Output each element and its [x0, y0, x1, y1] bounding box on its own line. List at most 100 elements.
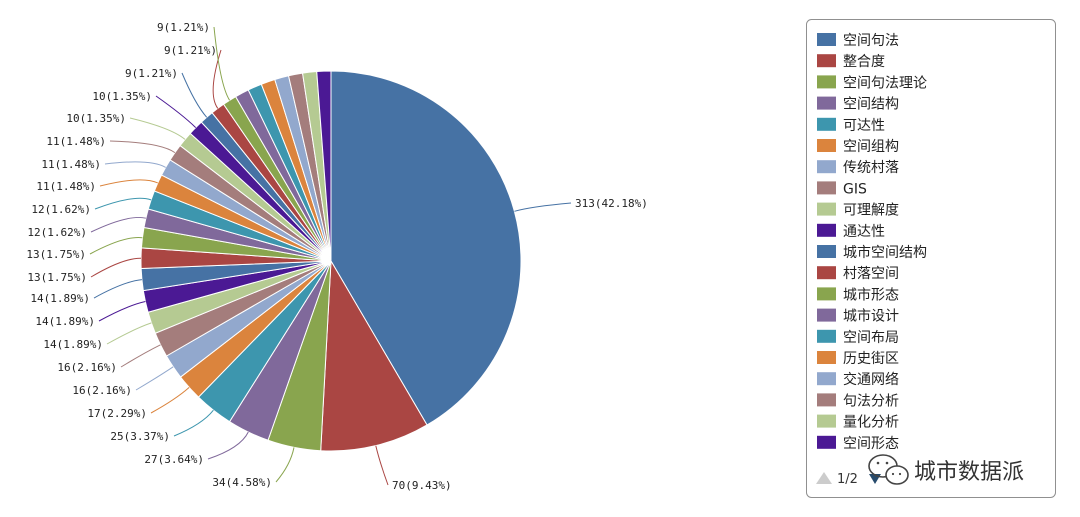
pie-connector: [99, 179, 159, 187]
pie-data-label: 25(3.37%): [110, 430, 170, 443]
legend-swatch: [817, 75, 836, 89]
pie-data-label: 12(1.62%): [27, 226, 87, 239]
legend-item[interactable]: 通达性: [817, 223, 885, 240]
pie-connector: [98, 301, 146, 322]
legend-label: 整合度: [843, 54, 885, 70]
legend-swatch: [817, 372, 836, 386]
pie-data-label: 313(42.18%): [575, 197, 648, 210]
pie-data-label: 10(1.35%): [66, 112, 126, 125]
pie-data-label: 10(1.35%): [92, 90, 152, 103]
legend-swatch: [817, 351, 836, 364]
pager-up-arrow-icon[interactable]: [816, 472, 832, 484]
legend-item[interactable]: 交通网络: [817, 371, 899, 388]
pie-data-label: 9(1.21%): [164, 44, 217, 57]
legend-label: 可理解度: [843, 203, 899, 219]
legend-label: 可达性: [843, 118, 885, 134]
legend-frame: [806, 19, 1056, 498]
legend-swatch: [817, 414, 836, 428]
pie-slice[interactable]: [316, 70, 332, 262]
legend-swatch: [817, 287, 836, 301]
pie-slices: [140, 70, 522, 452]
legend-item[interactable]: 句法分析: [817, 393, 899, 409]
legend-item[interactable]: 可理解度: [817, 202, 899, 219]
pie-slice[interactable]: [320, 259, 428, 452]
legend-label: 通达性: [843, 224, 885, 240]
legend-swatch: [817, 308, 836, 322]
legend-item[interactable]: 量化分析: [817, 414, 899, 431]
pie-data-label: 9(1.21%): [125, 67, 178, 80]
pie-data-label: 12(1.62%): [31, 203, 91, 216]
legend-item[interactable]: 可达性: [817, 117, 885, 134]
legend-swatch: [817, 245, 836, 258]
pager-text: 1/2: [837, 472, 858, 487]
pie-data-label: 11(1.48%): [46, 135, 106, 148]
pie-connector: [213, 26, 231, 101]
legend-label: 空间句法理论: [843, 75, 927, 91]
pie-data-label: 14(1.89%): [30, 292, 90, 305]
pie-data-label: 16(2.16%): [57, 361, 117, 374]
pie-connector: [90, 257, 142, 278]
pie-data-label: 11(1.48%): [36, 180, 96, 193]
legend-item[interactable]: 传统村落: [817, 160, 899, 176]
pie-connector: [212, 49, 222, 109]
pie-data-label: 13(1.75%): [26, 248, 86, 261]
pie-slice[interactable]: [330, 70, 522, 426]
pie-data-label: 17(2.29%): [87, 407, 147, 420]
pie-connector: [514, 202, 572, 212]
legend-item[interactable]: 历史街区: [817, 351, 899, 367]
legend-label: 空间结构: [843, 97, 899, 113]
legend-swatch: [817, 117, 836, 131]
legend-item[interactable]: GIS: [817, 181, 867, 197]
legend-swatch: [817, 223, 836, 237]
pie-connector: [150, 387, 190, 414]
pie-connector: [173, 409, 214, 437]
watermark: 城市数据派: [868, 454, 1024, 485]
pie-connector: [120, 344, 161, 368]
legend-swatch: [817, 33, 836, 46]
legend-label: 句法分析: [843, 393, 899, 409]
legend-label: 空间组构: [843, 139, 899, 155]
pie-connector: [129, 117, 186, 140]
pie-data-label: 11(1.48%): [41, 158, 101, 171]
pie-data-label: 14(1.89%): [35, 315, 95, 328]
pie-data-label: 34(4.58%): [212, 476, 272, 489]
legend-item[interactable]: 空间布局: [817, 329, 899, 346]
legend-label: 空间布局: [843, 330, 899, 346]
legend-label: 城市形态: [843, 286, 899, 303]
legend-item[interactable]: 村落空间: [817, 266, 899, 282]
legend-item[interactable]: 空间形态: [817, 435, 899, 452]
pie-connector: [275, 447, 295, 483]
legend-swatch: [817, 393, 836, 407]
legend-label: 城市设计: [843, 308, 899, 325]
legend-item[interactable]: 空间组构: [817, 139, 899, 155]
watermark-text: 城市数据派: [914, 460, 1024, 485]
legend-item[interactable]: 空间句法: [817, 33, 899, 49]
legend-swatch: [817, 435, 836, 449]
legend-item[interactable]: 城市设计: [817, 308, 899, 325]
legend-item[interactable]: 整合度: [817, 54, 885, 70]
pie-connector: [106, 322, 152, 345]
legend-label: GIS: [843, 181, 867, 197]
legend-item[interactable]: 空间句法理论: [817, 75, 927, 91]
pie-labels: 313(42.18%) 70(9.43%) 34(4.58%) 27(3.64%) 25…: [26, 21, 647, 492]
legend-item[interactable]: 城市形态: [817, 286, 899, 303]
legend-swatch: [817, 54, 836, 68]
pie-connector: [207, 431, 249, 460]
legend-label: 传统村落: [843, 160, 899, 176]
pie-connector: [109, 140, 176, 154]
legend-label: 历史街区: [843, 351, 899, 367]
legend-label: 空间句法: [843, 33, 899, 49]
legend-label: 城市空间结构: [843, 244, 927, 261]
legend-swatch: [817, 139, 836, 152]
pie-data-label: 13(1.75%): [27, 271, 87, 284]
legend-item[interactable]: 空间结构: [817, 96, 899, 113]
legend-item[interactable]: 城市空间结构: [817, 244, 927, 261]
pie-connector: [104, 161, 166, 168]
legend-swatch: [817, 202, 836, 216]
pie-connector: [375, 445, 389, 486]
legend-swatch: [817, 329, 836, 343]
legend-label: 量化分析: [843, 415, 899, 431]
pie-connector: [181, 72, 208, 118]
